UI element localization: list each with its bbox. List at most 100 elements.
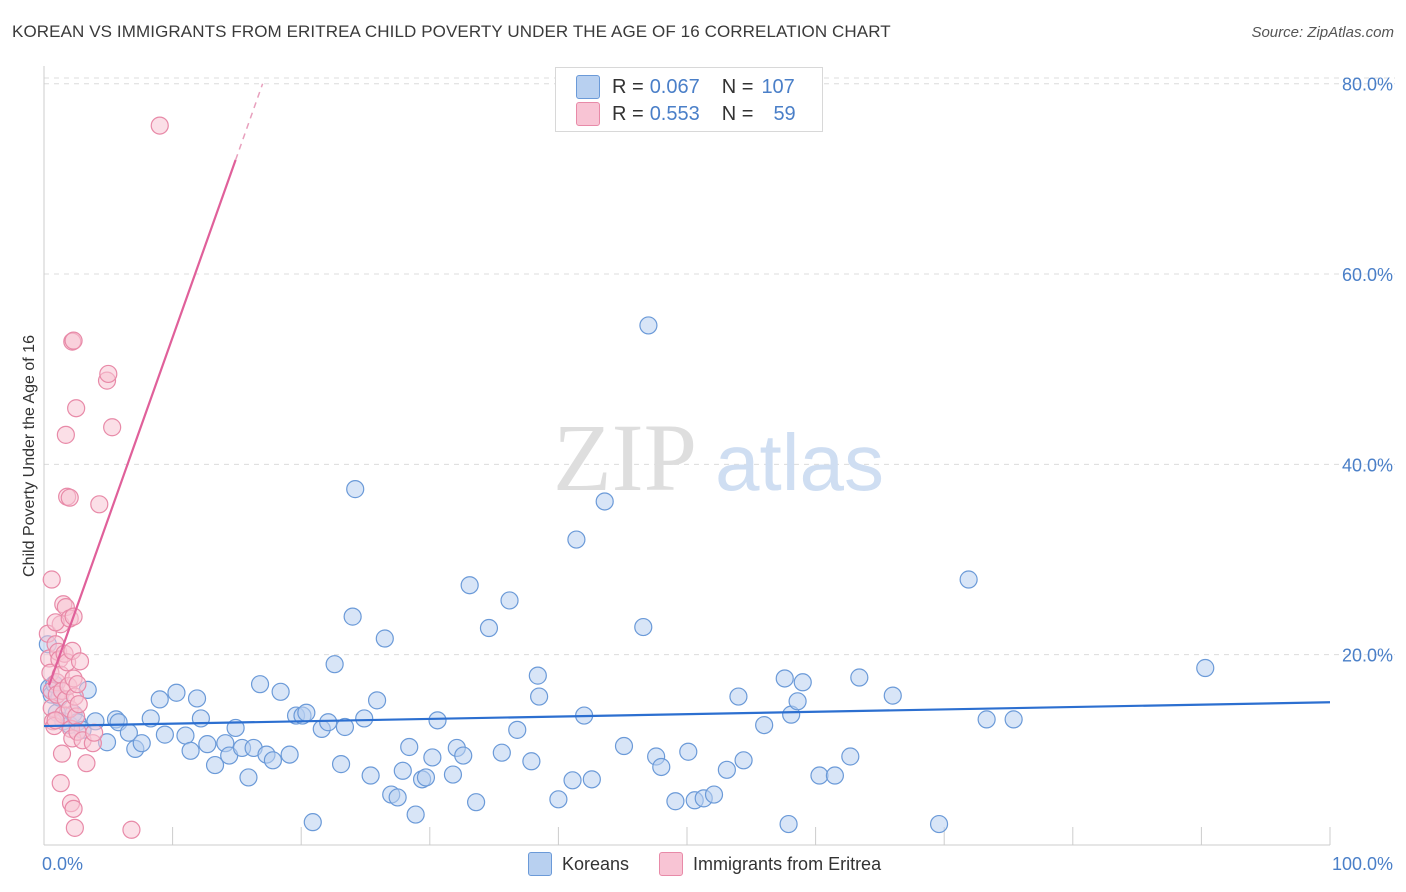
bottom-legend-koreans[interactable]: Koreans: [528, 852, 629, 876]
point-korean: [141, 709, 160, 728]
point-korean: [319, 713, 338, 732]
point-korean: [788, 692, 807, 711]
legend-box: R = 0.067 N = 107 R = 0.553 N = 59: [555, 67, 823, 132]
point-korean: [614, 736, 634, 756]
point-eritrea: [68, 675, 87, 694]
x-tick-label-max: 100.0%: [1332, 854, 1393, 874]
point-korean: [528, 666, 547, 685]
point-eritrea: [65, 818, 84, 837]
point-korean: [423, 748, 442, 767]
point-eritrea: [103, 418, 122, 437]
point-korean: [331, 755, 351, 774]
point-korean: [522, 752, 541, 771]
point-korean: [666, 792, 685, 811]
point-korean: [779, 814, 798, 834]
point-korean: [549, 790, 568, 809]
point-korean: [400, 737, 419, 757]
point-korean: [639, 316, 658, 335]
axes: [43, 66, 1331, 846]
point-korean: [729, 687, 748, 706]
point-korean: [406, 805, 425, 824]
point-korean: [717, 760, 736, 779]
point-korean: [325, 655, 344, 674]
point-korean: [841, 747, 860, 766]
point-eritrea: [70, 652, 90, 671]
point-eritrea: [122, 820, 141, 839]
point-korean: [191, 709, 210, 728]
point-korean: [466, 793, 486, 812]
point-korean: [479, 618, 499, 638]
point-korean: [492, 743, 511, 762]
point-korean: [181, 741, 200, 760]
point-eritrea: [46, 711, 65, 730]
point-korean: [582, 770, 601, 789]
point-korean: [343, 607, 362, 626]
point-korean: [263, 751, 283, 770]
bottom-legend-eritrea[interactable]: Immigrants from Eritrea: [659, 852, 881, 876]
point-eritrea: [52, 744, 72, 763]
bottom-legend-label-koreans: Koreans: [562, 853, 630, 874]
point-korean: [205, 755, 225, 775]
point-korean: [563, 771, 582, 790]
point-korean: [850, 668, 869, 687]
point-korean: [388, 788, 407, 807]
point-korean: [883, 686, 902, 705]
point-korean: [977, 710, 996, 729]
point-korean: [567, 530, 586, 549]
legend-row-eritrea: R = 0.553 N = 59: [576, 101, 796, 127]
point-korean: [361, 766, 380, 785]
point-korean: [1004, 710, 1023, 729]
point-korean: [367, 691, 387, 710]
point-korean: [460, 576, 479, 595]
watermark-atlas: atlas: [715, 418, 884, 507]
point-korean: [704, 785, 724, 804]
y-tick-label: 60.0%: [1342, 265, 1393, 285]
point-eritrea: [90, 495, 109, 514]
point-korean: [150, 690, 169, 709]
bottom-legend: Koreans Immigrants from Eritrea: [528, 852, 911, 876]
point-korean: [187, 689, 207, 708]
y-tick-label: 40.0%: [1342, 455, 1393, 475]
point-korean: [775, 669, 794, 688]
point-korean: [959, 570, 978, 589]
point-korean: [416, 768, 436, 787]
point-korean: [825, 766, 844, 785]
point-korean: [355, 709, 374, 728]
chart-title: KOREAN VS IMMIGRANTS FROM ERITREA CHILD …: [12, 22, 891, 41]
point-korean: [1196, 658, 1215, 678]
point-eritrea: [64, 799, 83, 818]
tick-labels: 20.0% 40.0% 60.0% 80.0% 0.0% 100.0%: [42, 75, 1393, 874]
point-korean: [239, 768, 258, 787]
point-korean: [155, 725, 174, 744]
legend-n-value-eritrea: 59: [773, 102, 796, 125]
point-korean: [393, 761, 412, 780]
point-korean: [929, 814, 949, 834]
legend-row-koreans: R = 0.067 N = 107: [576, 74, 795, 100]
legend-n-value-koreans: 107: [761, 75, 795, 98]
bottom-legend-swatch-koreans: [528, 852, 552, 876]
point-eritrea: [150, 116, 169, 135]
point-korean: [755, 715, 774, 735]
legend-r-value-eritrea: 0.553: [649, 102, 700, 125]
point-korean: [167, 683, 186, 702]
point-korean: [335, 717, 355, 737]
point-eritrea: [42, 570, 61, 589]
point-korean: [375, 629, 394, 648]
point-korean: [652, 757, 671, 777]
legend-r-label: R =: [612, 102, 644, 125]
x-tick-label-min: 0.0%: [42, 854, 83, 874]
point-korean: [508, 720, 527, 739]
trendline-koreans: [43, 701, 1331, 728]
point-korean: [346, 480, 365, 499]
source-label: Source: ZipAtlas.com: [1251, 24, 1394, 41]
legend-r-value-koreans: 0.067: [649, 75, 700, 98]
y-tick-label: 20.0%: [1342, 646, 1393, 666]
point-korean: [428, 711, 447, 730]
point-eritrea: [60, 488, 79, 507]
point-korean: [198, 735, 217, 754]
point-eritrea: [56, 425, 75, 444]
point-korean: [454, 746, 473, 765]
point-korean: [250, 675, 270, 694]
series-eritrea: [38, 116, 169, 839]
